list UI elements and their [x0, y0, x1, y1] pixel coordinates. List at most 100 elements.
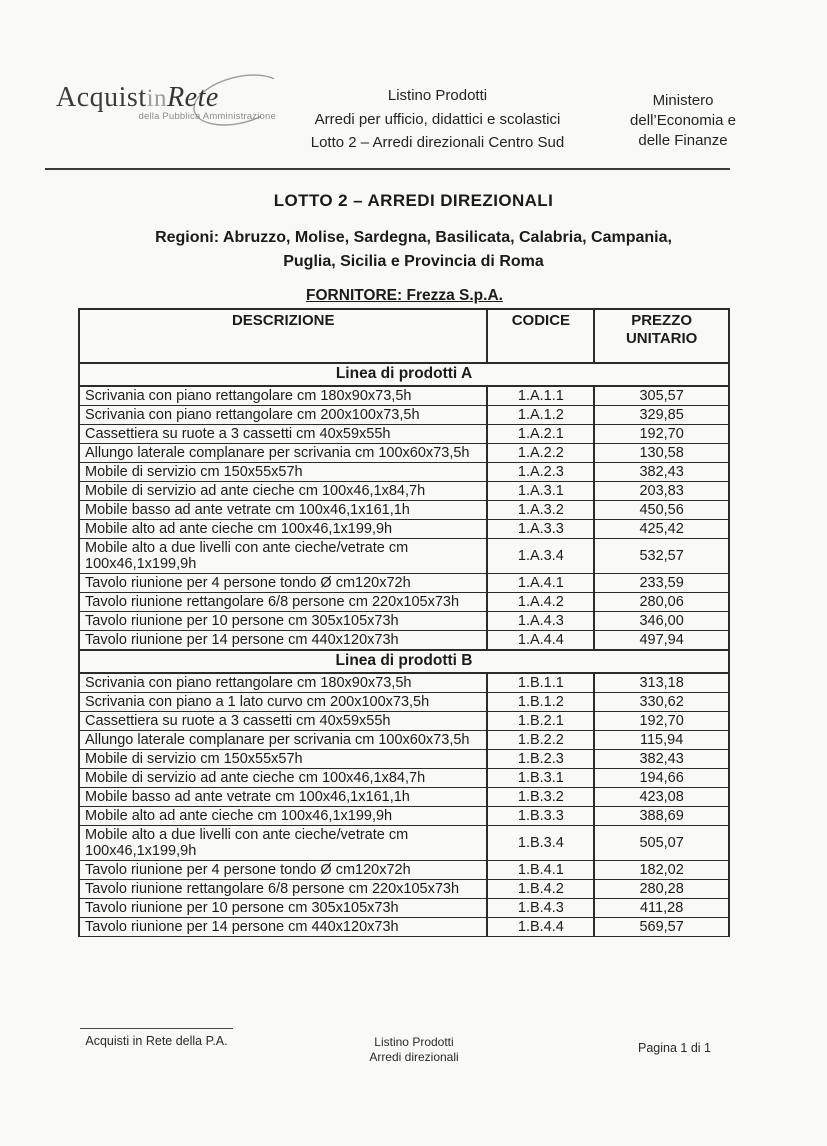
product-code: 1.A.2.1	[486, 423, 596, 444]
unit-price: 388,69	[593, 805, 730, 826]
product-code: 1.B.2.1	[486, 710, 596, 731]
product-description: Mobile alto a due livelli con ante ciech…	[77, 537, 488, 574]
product-description: Cassettiera su ruote a 3 cassetti cm 40x…	[77, 423, 488, 444]
product-code: 1.B.1.2	[486, 691, 596, 712]
product-description: Tavolo riunione per 14 persone cm 440x12…	[77, 629, 488, 650]
unit-price: 203,83	[593, 480, 730, 501]
acquistinrete-logo: AcquistinRete della Pubblica Amministraz…	[56, 74, 285, 126]
lot-title: LOTTO 2 – ARREDI DIREZIONALI	[273, 190, 554, 210]
table-row: Mobile alto ad ante cieche cm 100x46,1x1…	[77, 518, 730, 539]
unit-price: 115,94	[593, 729, 730, 750]
product-code: 1.B.3.4	[486, 824, 596, 861]
unit-price: 192,70	[593, 423, 730, 444]
unit-price: 423,08	[593, 786, 730, 807]
product-description: Tavolo riunione rettangolare 6/8 persone…	[77, 591, 488, 612]
product-description: Mobile alto a due livelli con ante ciech…	[77, 824, 488, 861]
unit-price: 313,18	[593, 672, 730, 693]
product-code: 1.A.1.2	[486, 404, 596, 425]
product-description: Mobile alto ad ante cieche cm 100x46,1x1…	[77, 518, 488, 539]
unit-price: 233,59	[593, 572, 730, 593]
product-code: 1.B.4.3	[486, 897, 596, 918]
table-row: Cassettiera su ruote a 3 cassetti cm 40x…	[77, 423, 730, 444]
product-description: Tavolo riunione per 4 persone tondo Ø cm…	[77, 859, 488, 880]
product-code: 1.A.4.4	[486, 629, 596, 650]
product-code: 1.B.3.3	[486, 805, 596, 826]
section-title: Linea di prodotti A	[78, 361, 730, 387]
table-row: Mobile di servizio cm 150x55x57h 1.A.2.3 3…	[77, 461, 730, 482]
unit-price: 192,70	[593, 710, 730, 731]
product-code: 1.A.3.3	[486, 518, 596, 539]
product-description: Mobile di servizio cm 150x55x57h	[77, 461, 488, 482]
product-description: Allungo laterale complanare per scrivani…	[77, 729, 488, 750]
table-row: Tavolo riunione rettangolare 6/8 persone…	[77, 591, 730, 612]
unit-price: 382,43	[593, 461, 730, 482]
unit-price: 411,28	[593, 897, 730, 918]
table-row: Scrivania con piano rettangolare cm 200x…	[77, 404, 730, 425]
column-header-prezzo-unitario: PREZZO UNITARIO	[593, 307, 730, 364]
product-code: 1.B.2.2	[486, 729, 596, 750]
product-code: 1.A.3.1	[486, 480, 596, 501]
product-description: Scrivania con piano rettangolare cm 180x…	[77, 672, 488, 693]
product-description: Scrivania con piano rettangolare cm 180x…	[77, 385, 488, 406]
unit-price: 497,94	[593, 629, 730, 650]
header-line-arredi: Arredi per ufficio, didattici e scolasti…	[314, 110, 561, 128]
product-code: 1.A.4.1	[486, 572, 596, 593]
supplier-title: FORNITORE: Frezza S.p.A.	[306, 286, 503, 304]
footer-center-block: Listino Prodotti Arredi direzionali	[314, 1035, 514, 1065]
unit-price: 280,28	[593, 878, 730, 899]
table-row: Mobile alto a due livelli con ante ciech…	[77, 537, 730, 574]
price-table-body: Linea di prodotti A Scrivania con piano r…	[77, 361, 730, 937]
logo-subtitle: della Pubblica Amministrazione	[138, 111, 276, 122]
product-description: Tavolo riunione rettangolare 6/8 persone…	[77, 878, 488, 899]
table-row: Scrivania con piano rettangolare cm 180x…	[77, 672, 730, 693]
unit-price: 130,58	[593, 442, 730, 463]
product-code: 1.A.2.2	[486, 442, 596, 463]
product-code: 1.A.2.3	[486, 461, 596, 482]
unit-price: 425,42	[593, 518, 730, 539]
product-description: Mobile basso ad ante vetrate cm 100x46,1…	[77, 499, 488, 520]
unit-price: 305,57	[593, 385, 730, 406]
unit-price: 329,85	[593, 404, 730, 425]
unit-price: 280,06	[593, 591, 730, 612]
logo-text-in: in	[146, 85, 168, 112]
logo-text-acquist: Acquist	[56, 82, 147, 113]
unit-price: 569,57	[593, 916, 730, 937]
table-row: Mobile alto a due livelli con ante ciech…	[77, 824, 730, 861]
table-row: Tavolo riunione per 14 persone cm 440x12…	[77, 916, 730, 937]
product-code: 1.B.4.4	[486, 916, 596, 937]
product-description: Cassettiera su ruote a 3 cassetti cm 40x…	[77, 710, 488, 731]
regions-line-1: Regioni: Abruzzo, Molise, Sardegna, Basi…	[155, 228, 672, 246]
price-list-table: DESCRIZIONE CODICE PREZZO UNITARIO Linea…	[77, 307, 730, 937]
table-section-row: Linea di prodotti B	[78, 648, 730, 674]
unit-price: 330,62	[593, 691, 730, 712]
regions-text: Regioni: Abruzzo, Molise, Sardegna, Basi…	[0, 226, 827, 274]
table-row: Allungo laterale complanare per scrivani…	[77, 729, 730, 750]
table-section-row: Linea di prodotti A	[78, 361, 730, 387]
page-number: Pagina 1 di 1	[638, 1041, 711, 1055]
product-description: Allungo laterale complanare per scrivani…	[77, 442, 488, 463]
unit-price: 194,66	[593, 767, 730, 788]
product-description: Tavolo riunione per 10 persone cm 305x10…	[77, 897, 488, 918]
logo-wordmark: AcquistinRete	[56, 82, 278, 114]
ministry-line-2: dell’Economia e	[630, 112, 736, 129]
header-document-title-block: Listino Prodotti Arredi per ufficio, did…	[278, 82, 597, 155]
product-code: 1.A.3.2	[486, 499, 596, 520]
table-row: Tavolo riunione per 14 persone cm 440x12…	[77, 629, 730, 650]
unit-price: 532,57	[593, 537, 730, 574]
table-row: Mobile basso ad ante vetrate cm 100x46,1…	[77, 786, 730, 807]
product-description: Mobile basso ad ante vetrate cm 100x46,1…	[77, 786, 488, 807]
product-description: Scrivania con piano rettangolare cm 200x…	[77, 404, 488, 425]
unit-price: 346,00	[593, 610, 730, 631]
ministry-block: Ministero dell’Economia e delle Finanze	[597, 82, 769, 151]
table-row: Mobile di servizio ad ante cieche cm 100…	[77, 767, 730, 788]
table-row: Mobile di servizio ad ante cieche cm 100…	[77, 480, 730, 501]
product-code: 1.B.2.3	[486, 748, 596, 769]
ministry-line-3: delle Finanze	[638, 132, 728, 149]
table-row: Tavolo riunione per 10 persone cm 305x10…	[77, 897, 730, 918]
footer-center-line-1: Listino Prodotti	[374, 1035, 454, 1049]
product-code: 1.B.3.2	[486, 786, 596, 807]
table-row: Cassettiera su ruote a 3 cassetti cm 40x…	[77, 710, 730, 731]
table-row: Scrivania con piano a 1 lato curvo cm 20…	[77, 691, 730, 712]
product-code: 1.B.3.1	[486, 767, 596, 788]
